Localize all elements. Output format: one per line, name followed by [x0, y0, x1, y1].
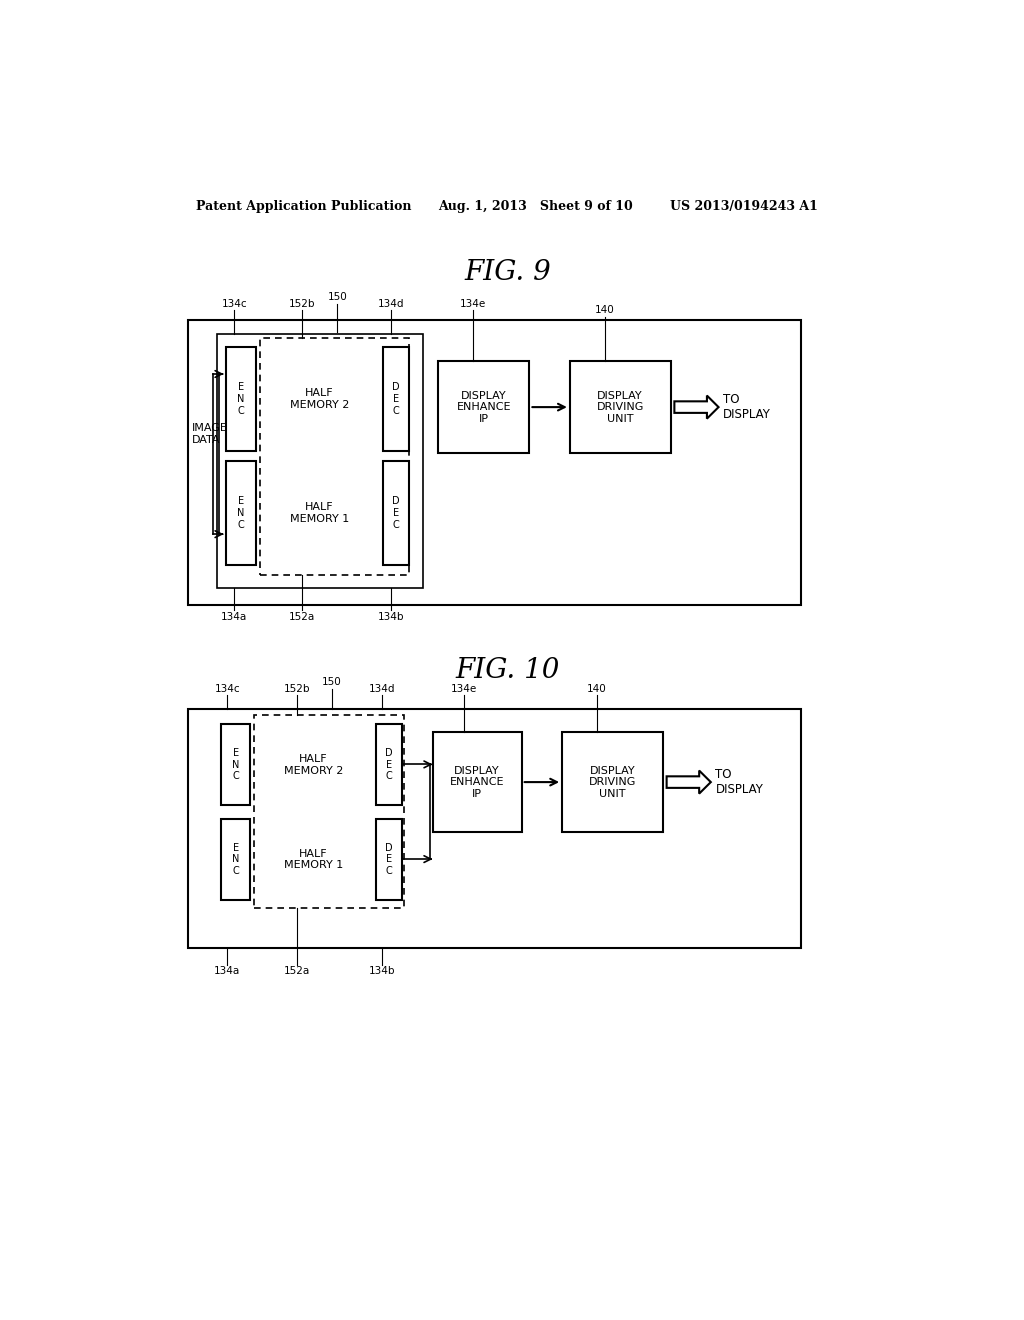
- Text: 134e: 134e: [460, 298, 486, 309]
- Text: D
E
C: D E C: [392, 383, 400, 416]
- Bar: [262, 461, 377, 565]
- Text: FIG. 10: FIG. 10: [456, 657, 560, 684]
- Bar: [376, 818, 402, 900]
- Text: 134e: 134e: [451, 684, 477, 693]
- Text: HALF
MEMORY 1: HALF MEMORY 1: [284, 849, 343, 870]
- Bar: [256, 818, 371, 900]
- Text: HALF
MEMORY 2: HALF MEMORY 2: [290, 388, 349, 409]
- Text: TO
DISPLAY: TO DISPLAY: [716, 768, 763, 796]
- Text: 150: 150: [328, 293, 347, 302]
- Text: D
E
C: D E C: [385, 843, 393, 876]
- Bar: [226, 461, 256, 565]
- Bar: [254, 715, 403, 908]
- Text: 134b: 134b: [378, 612, 404, 622]
- Bar: [188, 709, 801, 948]
- Bar: [262, 347, 377, 451]
- Bar: [221, 818, 251, 900]
- Text: 140: 140: [595, 305, 614, 315]
- Text: Aug. 1, 2013   Sheet 9 of 10: Aug. 1, 2013 Sheet 9 of 10: [438, 199, 633, 213]
- Bar: [221, 725, 251, 805]
- Text: 134a: 134a: [221, 612, 248, 622]
- Bar: [217, 334, 423, 589]
- Bar: [226, 347, 256, 451]
- Text: IMAGE
DATA: IMAGE DATA: [191, 424, 227, 445]
- Text: D
E
C: D E C: [385, 748, 393, 781]
- Text: US 2013/0194243 A1: US 2013/0194243 A1: [671, 199, 818, 213]
- Bar: [432, 733, 521, 832]
- Text: HALF
MEMORY 2: HALF MEMORY 2: [284, 754, 343, 776]
- Bar: [383, 461, 410, 565]
- Text: 134c: 134c: [221, 298, 247, 309]
- Text: 134b: 134b: [369, 966, 395, 975]
- Text: 140: 140: [587, 684, 607, 693]
- Text: 134a: 134a: [214, 966, 241, 975]
- Text: E
N
C: E N C: [238, 496, 245, 529]
- Text: TO
DISPLAY: TO DISPLAY: [723, 393, 771, 421]
- Bar: [256, 725, 371, 805]
- Text: DISPLAY
DRIVING
UNIT: DISPLAY DRIVING UNIT: [596, 391, 644, 424]
- Text: D
E
C: D E C: [392, 496, 400, 529]
- Text: 152b: 152b: [284, 684, 310, 693]
- Text: 152a: 152a: [284, 966, 310, 975]
- Bar: [376, 725, 402, 805]
- Bar: [383, 347, 410, 451]
- Bar: [188, 321, 801, 605]
- Text: E
N
C: E N C: [238, 383, 245, 416]
- Text: Patent Application Publication: Patent Application Publication: [197, 199, 412, 213]
- Text: E
N
C: E N C: [232, 843, 240, 876]
- Text: DISPLAY
ENHANCE
IP: DISPLAY ENHANCE IP: [450, 766, 505, 799]
- Bar: [260, 338, 410, 576]
- Text: 150: 150: [322, 677, 342, 688]
- Text: DISPLAY
ENHANCE
IP: DISPLAY ENHANCE IP: [457, 391, 511, 424]
- Bar: [438, 360, 529, 453]
- Polygon shape: [667, 771, 711, 793]
- Text: DISPLAY
DRIVING
UNIT: DISPLAY DRIVING UNIT: [589, 766, 636, 799]
- Polygon shape: [675, 396, 719, 418]
- Text: 152b: 152b: [289, 298, 315, 309]
- Text: E
N
C: E N C: [232, 748, 240, 781]
- Text: 134c: 134c: [214, 684, 240, 693]
- Bar: [569, 360, 671, 453]
- Text: FIG. 9: FIG. 9: [464, 259, 551, 286]
- Text: HALF
MEMORY 1: HALF MEMORY 1: [290, 502, 349, 524]
- Text: 152a: 152a: [289, 612, 315, 622]
- Bar: [562, 733, 663, 832]
- Text: 134d: 134d: [369, 684, 395, 693]
- Text: 134d: 134d: [378, 298, 404, 309]
